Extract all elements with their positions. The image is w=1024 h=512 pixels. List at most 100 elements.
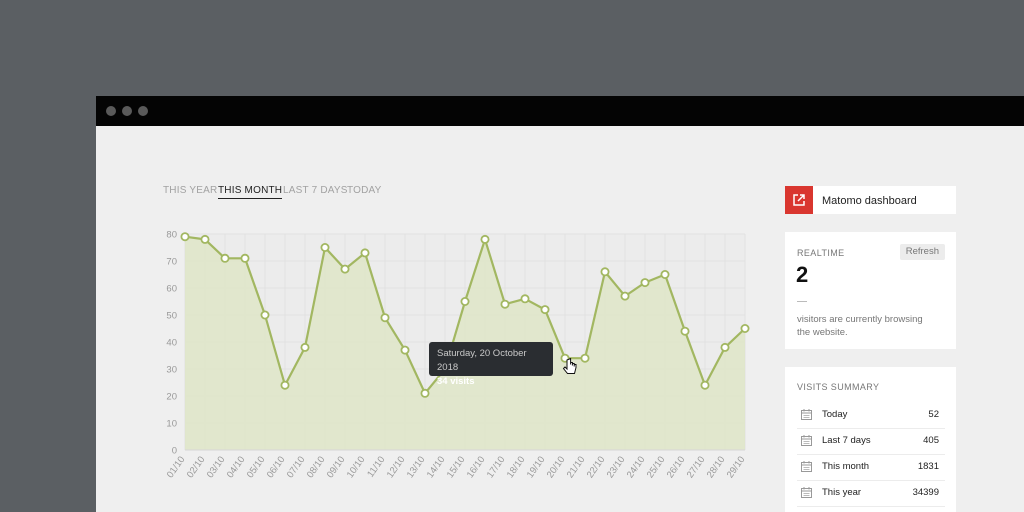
x-tick-label: 29/10 bbox=[725, 454, 748, 480]
tooltip-value: 34 visits bbox=[437, 375, 545, 389]
x-tick-label: 19/10 bbox=[525, 454, 548, 480]
divider bbox=[797, 301, 807, 302]
dashboard-link-label[interactable]: Matomo dashboard bbox=[822, 195, 917, 207]
hand-pointer-icon bbox=[562, 358, 578, 376]
visits-summary-card: VISITS SUMMARY Today 52 Last 7 days 405 This… bbox=[785, 367, 956, 512]
data-point bbox=[301, 344, 308, 351]
x-tick-label: 23/10 bbox=[605, 454, 628, 480]
x-tick-label: 15/10 bbox=[445, 454, 468, 480]
calendar-icon bbox=[801, 409, 812, 420]
summary-row-label: Last 7 days bbox=[822, 435, 871, 446]
data-point bbox=[601, 268, 608, 275]
x-tick-label: 20/10 bbox=[545, 454, 568, 480]
x-tick-label: 14/10 bbox=[425, 454, 448, 480]
summary-row-value: 1831 bbox=[918, 461, 939, 472]
summary-row-label: This month bbox=[822, 461, 869, 472]
external-link-button[interactable] bbox=[785, 186, 813, 214]
visits-summary-label: VISITS SUMMARY bbox=[797, 382, 879, 392]
x-tick-label: 25/10 bbox=[645, 454, 668, 480]
summary-row-label: Today bbox=[822, 409, 847, 420]
data-point bbox=[421, 390, 428, 397]
summary-row-label: This year bbox=[822, 487, 861, 498]
data-point bbox=[221, 255, 228, 262]
data-point bbox=[381, 314, 388, 321]
data-point bbox=[481, 236, 488, 243]
x-tick-label: 03/10 bbox=[205, 454, 228, 480]
calendar-icon bbox=[801, 487, 812, 498]
browser-window: THIS YEAR THIS MONTH LAST 7 DAYS TODAY 0… bbox=[96, 96, 1024, 512]
y-tick-label: 80 bbox=[166, 230, 177, 241]
data-point bbox=[281, 382, 288, 389]
data-point bbox=[661, 271, 668, 278]
x-tick-label: 16/10 bbox=[465, 454, 488, 480]
x-tick-label: 12/10 bbox=[385, 454, 408, 480]
x-tick-label: 02/10 bbox=[185, 454, 208, 480]
y-tick-label: 20 bbox=[166, 392, 177, 403]
data-point bbox=[541, 306, 548, 313]
summary-row-value: 52 bbox=[928, 409, 939, 420]
window-minimize-control[interactable] bbox=[122, 106, 132, 116]
data-point bbox=[261, 311, 268, 318]
refresh-button[interactable]: Refresh bbox=[900, 244, 945, 260]
tab-last-7-days[interactable]: LAST 7 DAYS bbox=[283, 185, 348, 196]
x-tick-label: 26/10 bbox=[665, 454, 688, 480]
calendar-icon bbox=[801, 435, 812, 446]
x-tick-label: 18/10 bbox=[505, 454, 528, 480]
window-close-control[interactable] bbox=[106, 106, 116, 116]
data-point bbox=[321, 244, 328, 251]
x-tick-label: 09/10 bbox=[325, 454, 348, 480]
y-tick-label: 70 bbox=[166, 257, 177, 268]
x-tick-label: 10/10 bbox=[345, 454, 368, 480]
summary-row: This month 1831 bbox=[797, 454, 945, 481]
data-point bbox=[581, 355, 588, 362]
x-tick-label: 22/10 bbox=[585, 454, 608, 480]
x-tick-label: 04/10 bbox=[225, 454, 248, 480]
window-titlebar bbox=[96, 96, 1024, 126]
summary-row: Today 52 bbox=[797, 402, 945, 429]
dashboard-link-card[interactable]: Matomo dashboard bbox=[785, 186, 956, 214]
y-tick-label: 0 bbox=[172, 446, 177, 457]
data-point bbox=[361, 249, 368, 256]
external-link-icon bbox=[792, 193, 806, 207]
data-point bbox=[701, 382, 708, 389]
x-tick-label: 08/10 bbox=[305, 454, 328, 480]
x-tick-label: 07/10 bbox=[285, 454, 308, 480]
summary-row-value: 34399 bbox=[913, 487, 939, 498]
tab-this-month[interactable]: THIS MONTH bbox=[218, 185, 282, 199]
data-point bbox=[201, 236, 208, 243]
summary-row-value: 405 bbox=[923, 435, 939, 446]
realtime-label: REALTIME bbox=[797, 248, 845, 258]
data-point bbox=[641, 279, 648, 286]
x-tick-label: 06/10 bbox=[265, 454, 288, 480]
realtime-card: REALTIME Refresh 2 visitors are currentl… bbox=[785, 232, 956, 349]
x-tick-label: 13/10 bbox=[405, 454, 428, 480]
x-tick-label: 21/10 bbox=[565, 454, 588, 480]
data-point bbox=[621, 293, 628, 300]
x-tick-label: 05/10 bbox=[245, 454, 268, 480]
summary-row: This year 34399 bbox=[797, 480, 945, 507]
tab-today[interactable]: TODAY bbox=[347, 185, 382, 196]
data-point bbox=[181, 233, 188, 240]
realtime-visitor-count: 2 bbox=[796, 262, 808, 288]
data-point bbox=[741, 325, 748, 332]
realtime-description: visitors are currently browsing the webs… bbox=[797, 313, 937, 339]
data-point bbox=[681, 328, 688, 335]
tooltip-date: Saturday, 20 October 2018 bbox=[437, 347, 545, 375]
y-tick-label: 10 bbox=[166, 419, 177, 430]
x-tick-label: 01/10 bbox=[165, 454, 188, 480]
x-tick-label: 11/10 bbox=[365, 454, 387, 479]
calendar-icon bbox=[801, 461, 812, 472]
data-point bbox=[341, 266, 348, 273]
data-point bbox=[401, 347, 408, 354]
data-point bbox=[501, 301, 508, 308]
tab-this-year[interactable]: THIS YEAR bbox=[163, 185, 217, 196]
x-tick-label: 24/10 bbox=[625, 454, 648, 480]
x-tick-label: 28/10 bbox=[705, 454, 728, 480]
x-tick-label: 17/10 bbox=[485, 454, 508, 480]
x-tick-label: 27/10 bbox=[685, 454, 708, 480]
y-tick-label: 30 bbox=[166, 365, 177, 376]
window-maximize-control[interactable] bbox=[138, 106, 148, 116]
data-point bbox=[241, 255, 248, 262]
data-point bbox=[721, 344, 728, 351]
data-point bbox=[521, 295, 528, 302]
